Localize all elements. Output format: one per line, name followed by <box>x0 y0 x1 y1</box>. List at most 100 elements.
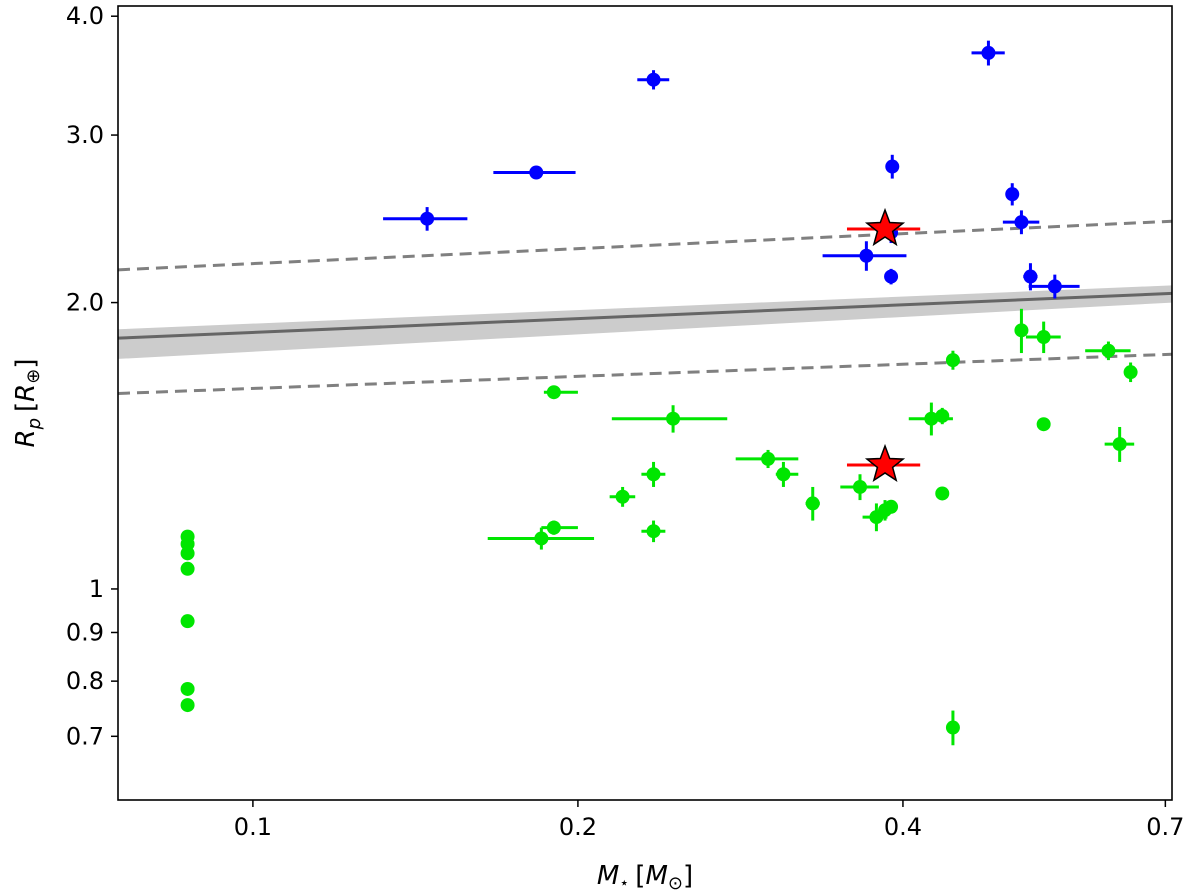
dashed-line-lower <box>118 354 1172 393</box>
ticks-layer: 0.1 0.2 0.4 0.7 0.7 0.8 0.9 1 2.0 3.0 4.0 <box>66 2 1185 841</box>
point-marker <box>776 467 790 481</box>
point-green-12 <box>641 462 665 487</box>
point-green-6 <box>181 682 195 696</box>
point-marker <box>181 614 195 628</box>
y-tick-label: 0.7 <box>66 722 104 750</box>
point-marker <box>647 524 661 538</box>
point-green-29 <box>1037 417 1051 431</box>
point-marker <box>647 467 661 481</box>
point-green-14 <box>612 405 727 432</box>
x-tick-label: 0.4 <box>884 813 922 841</box>
point-marker <box>1124 365 1138 379</box>
point-marker <box>1014 215 1028 229</box>
point-marker <box>885 160 899 174</box>
point-marker <box>884 500 898 514</box>
point-marker <box>1037 330 1051 344</box>
y-axis-label: Rp[R⊕] <box>11 359 45 448</box>
point-marker <box>884 270 898 284</box>
point-marker <box>935 486 949 500</box>
point-blue-7 <box>884 269 898 285</box>
point-marker <box>529 166 543 180</box>
x-tick-label: 0.7 <box>1146 813 1184 841</box>
x-tick-label: 0.1 <box>234 813 272 841</box>
y-tick-label: 4.0 <box>66 2 104 30</box>
point-marker <box>547 521 561 535</box>
point-blue-1 <box>383 207 467 231</box>
point-marker <box>1101 344 1115 358</box>
point-marker <box>666 412 680 426</box>
point-green-3 <box>181 546 195 560</box>
y-tick-label: 3.0 <box>66 121 104 149</box>
point-marker <box>181 682 195 696</box>
dashed-line-upper <box>118 221 1172 270</box>
y-tick-label: 0.9 <box>66 618 104 646</box>
point-marker <box>1037 417 1051 431</box>
point-marker <box>547 385 561 399</box>
point-blue-9 <box>1005 183 1019 205</box>
x-axis-label: M⋆ [M⊙] <box>597 861 693 894</box>
point-blue-8 <box>972 41 1005 66</box>
point-marker <box>1113 437 1127 451</box>
point-marker <box>981 46 995 60</box>
point-marker <box>1005 187 1019 201</box>
point-marker <box>853 480 867 494</box>
point-marker <box>859 249 873 263</box>
point-blue-10 <box>1003 210 1039 234</box>
plot-frame <box>118 6 1172 800</box>
point-green-21 <box>884 500 898 514</box>
point-marker <box>946 353 960 367</box>
point-green-27 <box>1014 309 1028 353</box>
point-green-13 <box>641 521 665 543</box>
point-green-24 <box>935 486 949 500</box>
fit-line <box>118 293 1172 338</box>
point-marker <box>181 546 195 560</box>
y-tick-label: 2.0 <box>66 289 104 317</box>
point-green-11 <box>610 487 636 507</box>
point-green-32 <box>1124 362 1138 382</box>
point-marker <box>1014 323 1028 337</box>
x-tick-label: 0.2 <box>559 813 597 841</box>
point-green-8 <box>488 528 594 550</box>
point-marker <box>1048 279 1062 293</box>
mass-radius-chart: 0.1 0.2 0.4 0.7 0.7 0.8 0.9 1 2.0 3.0 4.0 M⋆ [M⊙] R… <box>0 0 1200 896</box>
point-marker <box>761 452 775 466</box>
star-marker <box>867 210 903 244</box>
point-green-18 <box>840 474 879 500</box>
point-marker <box>181 562 195 576</box>
fit-confidence-band-layer <box>118 285 1172 359</box>
point-green-9 <box>541 521 578 535</box>
point-marker <box>935 409 949 423</box>
point-marker <box>946 721 960 735</box>
point-marker <box>806 496 820 510</box>
series-blue <box>383 41 1080 299</box>
point-marker <box>420 212 434 226</box>
point-green-17 <box>806 487 820 521</box>
point-green-5 <box>181 614 195 628</box>
point-green-16 <box>776 462 799 487</box>
point-marker <box>647 73 661 87</box>
point-green-28 <box>1026 322 1061 353</box>
y-tick-label: 1 <box>89 575 104 603</box>
point-marker <box>181 698 195 712</box>
point-green-7 <box>181 698 195 712</box>
point-blue-2 <box>493 166 575 180</box>
point-green-31 <box>1105 427 1135 462</box>
point-green-10 <box>544 385 578 399</box>
data-points-layer <box>181 41 1138 746</box>
point-marker <box>534 531 548 545</box>
fit-confidence-band <box>118 285 1172 359</box>
point-marker <box>616 490 630 504</box>
point-blue-4 <box>823 241 907 271</box>
point-green-25 <box>946 351 960 370</box>
point-red-stars-2 <box>847 446 920 480</box>
point-green-15 <box>736 450 799 468</box>
y-tick-label: 0.8 <box>66 667 104 695</box>
point-blue-6 <box>885 155 899 179</box>
point-green-4 <box>181 562 195 576</box>
series-red-stars <box>847 210 920 480</box>
point-red-stars-1 <box>847 210 920 244</box>
point-green-26 <box>946 711 960 746</box>
point-blue-3 <box>637 70 669 89</box>
star-marker <box>867 446 903 480</box>
point-marker <box>1023 270 1037 284</box>
